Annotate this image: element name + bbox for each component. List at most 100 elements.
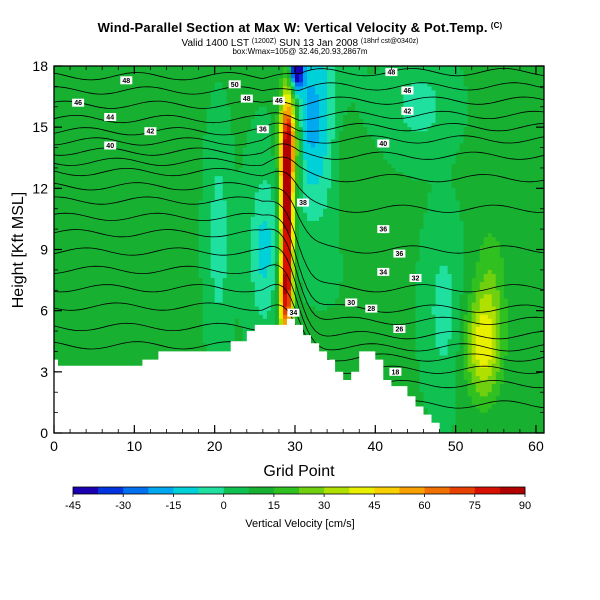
field-cell	[138, 273, 143, 279]
field-cell	[154, 204, 160, 210]
field-cell	[54, 355, 59, 361]
field-cell	[170, 90, 176, 96]
field-cell	[270, 310, 276, 316]
field-cell	[198, 326, 204, 332]
field-cell	[186, 155, 192, 161]
field-cell	[86, 249, 91, 255]
field-cell	[106, 127, 111, 132]
field-cell	[250, 261, 256, 267]
field-cell	[150, 184, 156, 189]
field-cell	[194, 66, 200, 71]
field-cell	[258, 269, 264, 275]
field-cell	[174, 200, 180, 206]
field-cell	[238, 208, 244, 214]
field-cell	[254, 106, 260, 112]
field-cell	[246, 131, 252, 136]
field-cell	[118, 294, 123, 300]
field-cell	[66, 298, 71, 304]
field-cell	[238, 131, 244, 136]
field-cell	[178, 86, 184, 92]
field-cell	[118, 278, 123, 283]
field-cell	[134, 347, 139, 353]
field-cell	[90, 94, 95, 100]
field-cell	[98, 269, 103, 275]
field-cell	[66, 355, 71, 361]
field-cell	[194, 188, 200, 194]
field-cell	[214, 212, 220, 218]
field-cell	[150, 233, 156, 238]
field-cell	[90, 196, 95, 202]
field-cell	[178, 172, 184, 177]
field-cell	[94, 123, 99, 128]
field-cell	[66, 233, 71, 238]
field-cell	[134, 74, 139, 79]
field-cell	[266, 151, 272, 157]
field-cell	[166, 159, 172, 165]
field-cell	[226, 335, 232, 340]
field-cell	[162, 326, 168, 332]
field-cell	[206, 237, 212, 242]
field-cell	[218, 192, 224, 198]
field-cell	[114, 74, 119, 79]
field-cell	[174, 257, 180, 263]
field-cell	[122, 220, 127, 226]
field-cell	[154, 322, 160, 328]
field-cell	[158, 94, 164, 100]
field-cell	[74, 273, 79, 279]
field-cell	[186, 278, 192, 283]
field-cell	[138, 359, 143, 365]
field-cell	[214, 290, 220, 295]
field-cell	[134, 110, 139, 116]
field-cell	[130, 155, 135, 161]
field-cell	[154, 139, 160, 145]
field-cell	[142, 302, 147, 308]
field-cell	[234, 151, 240, 157]
field-cell	[210, 180, 216, 185]
field-cell	[146, 233, 151, 238]
field-cell	[54, 261, 59, 267]
field-cell	[210, 82, 216, 87]
field-cell	[150, 167, 156, 173]
field-cell	[126, 322, 131, 328]
field-cell	[110, 192, 115, 198]
field-cell	[206, 326, 212, 332]
field-cell	[102, 322, 107, 328]
field-cell	[134, 123, 139, 128]
field-cell	[198, 143, 204, 149]
field-cell	[194, 131, 200, 136]
field-cell	[162, 314, 168, 320]
field-cell	[166, 139, 172, 145]
field-cell	[210, 298, 216, 304]
field-cell	[138, 335, 143, 340]
field-cell	[110, 290, 115, 295]
field-cell	[58, 176, 63, 181]
field-cell	[242, 82, 248, 87]
field-cell	[194, 98, 200, 104]
field-cell	[114, 143, 119, 149]
field-cell	[66, 335, 71, 340]
field-cell	[126, 261, 131, 267]
field-cell	[74, 147, 79, 153]
field-cell	[54, 318, 59, 324]
field-cell	[154, 86, 160, 92]
field-cell	[138, 298, 143, 304]
field-cell	[238, 212, 244, 218]
field-cell	[178, 229, 184, 234]
field-cell	[206, 151, 212, 157]
field-cell	[162, 155, 168, 161]
field-cell	[86, 159, 91, 165]
field-cell	[78, 322, 83, 328]
field-cell	[102, 90, 107, 96]
field-cell	[190, 318, 196, 324]
field-cell	[230, 286, 236, 291]
field-cell	[62, 233, 67, 238]
field-cell	[166, 204, 172, 210]
field-cell	[62, 123, 67, 128]
field-cell	[70, 294, 75, 300]
field-cell	[246, 220, 252, 226]
field-cell	[114, 159, 119, 165]
field-cell	[98, 123, 103, 128]
field-cell	[154, 306, 160, 312]
field-cell	[122, 155, 127, 161]
